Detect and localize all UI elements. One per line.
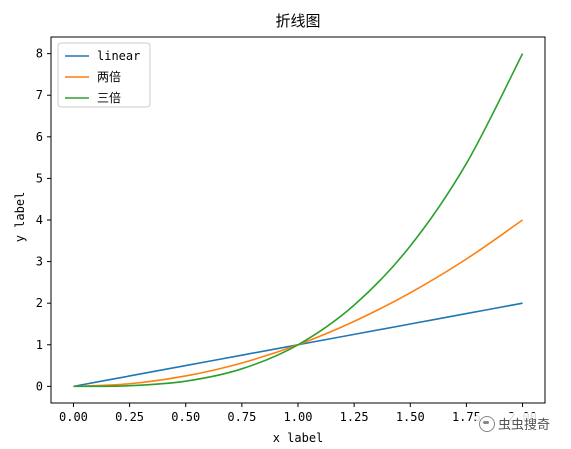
x-tick-label: 0.75 bbox=[227, 410, 256, 424]
y-tick-label: 5 bbox=[36, 171, 43, 185]
x-tick-label: 0.25 bbox=[115, 410, 144, 424]
series-line-2 bbox=[73, 53, 524, 388]
y-tick-label: 1 bbox=[36, 338, 43, 352]
y-tick-label: 4 bbox=[36, 213, 43, 227]
x-tick-label: 1.75 bbox=[452, 410, 481, 424]
x-tick-label: 1.00 bbox=[284, 410, 313, 424]
chart-title: 折线图 bbox=[275, 12, 320, 30]
watermark: 虫虫搜奇 bbox=[476, 413, 554, 434]
y-tick-label: 0 bbox=[36, 379, 43, 393]
y-tick-label: 6 bbox=[36, 130, 43, 144]
legend-box bbox=[57, 42, 151, 108]
series-line-1 bbox=[73, 219, 524, 388]
legend-label: 两倍 bbox=[97, 69, 121, 84]
watermark-text: 虫虫搜奇 bbox=[498, 418, 551, 433]
x-axis-label: x label bbox=[273, 431, 324, 445]
legend-label: 三倍 bbox=[97, 90, 121, 105]
wechat-icon bbox=[479, 415, 495, 432]
x-tick-label: 1.25 bbox=[340, 410, 369, 424]
y-tick-label: 7 bbox=[36, 88, 43, 102]
legend-label: linear bbox=[97, 49, 140, 63]
y-tick-label: 2 bbox=[36, 296, 43, 310]
x-tick-label: 0.50 bbox=[171, 410, 200, 424]
y-tick-label: 3 bbox=[36, 255, 43, 269]
plot-area: 0.000.250.500.751.001.251.501.752.000123… bbox=[36, 36, 546, 424]
y-axis-label: y label bbox=[13, 192, 27, 243]
x-tick-label: 0.00 bbox=[59, 410, 88, 424]
x-tick-label: 1.50 bbox=[396, 410, 425, 424]
y-tick-label: 8 bbox=[36, 47, 43, 61]
